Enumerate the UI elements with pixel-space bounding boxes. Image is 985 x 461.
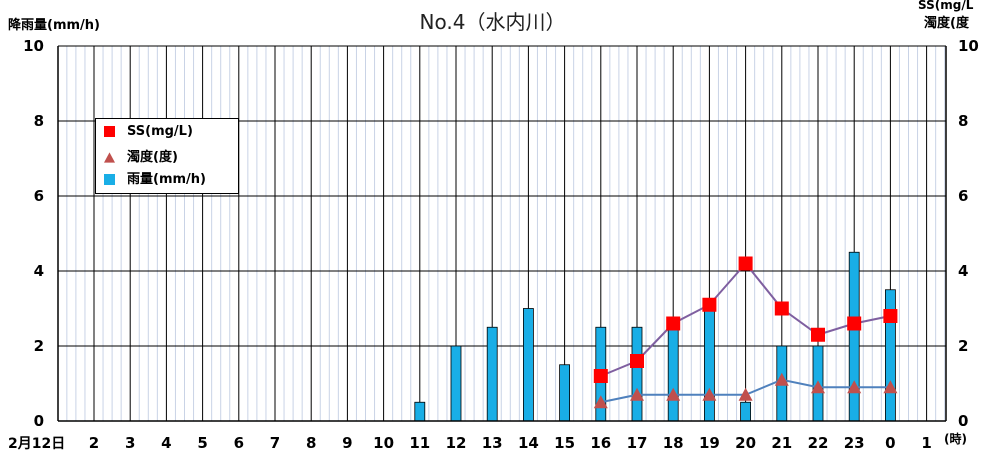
y-left-tick-label: 6 [34,187,44,205]
date-label: 2月12日 [8,436,66,452]
rain-bar [450,345,462,422]
legend-item-turbidity: 濁度(度) [104,146,178,165]
legend-item-ss: SS(mg/L) [104,124,193,139]
x-tick-label: 18 [663,434,684,452]
x-tick-label: 17 [627,434,648,452]
y-right-tick-label: 2 [958,337,968,355]
ss-point [774,301,789,316]
x-tick-label: 16 [590,434,611,452]
ss-point [883,309,898,323]
x-tick-label: 9 [342,434,352,452]
turbidity-point [883,380,898,394]
rain-bar [704,304,715,422]
x-tick-label: 13 [482,434,503,452]
tick-labels: 0 02 24 46 68 810 102 3 4 5 6 7 8 9 10 11 12 13 14 15 16 17 18… [23,37,979,452]
x-unit-label: (時) [944,432,967,446]
legend: SS(mg/L) 濁度(度) 雨量(mm/h) [95,118,239,194]
y-right-tick-label: 8 [958,112,968,130]
rain-bar [559,364,570,422]
x-tick-label: 19 [699,434,720,452]
y-right-tick-label: 4 [958,262,968,280]
x-tick-label: 12 [446,434,467,452]
red-square-icon [104,126,115,137]
turbidity-point [811,380,825,394]
x-tick-label: 6 [234,434,244,452]
x-tick-label: 7 [270,434,280,452]
legend-label-turbidity: 濁度(度) [127,150,178,165]
x-tick-label: 11 [409,434,430,452]
turbidity-point [666,387,681,401]
y-left-tick-label: 2 [34,337,44,355]
ss-point [702,297,717,312]
legend-label-rain: 雨量(mm/h) [127,172,206,187]
rain-bar [631,326,643,422]
x-tick-label: 1 [921,434,931,452]
x-tick-label: 23 [844,434,865,452]
x-tick-label: 8 [306,434,316,452]
ss-point [847,316,862,331]
ss-point [666,316,681,331]
x-tick-label: 10 [373,434,394,452]
x-tick-label: 5 [197,434,207,452]
y-right-axis-label-line2: 濁度(度 [924,16,969,31]
chart-title: No.4（水内川） [419,10,566,34]
y-right-tick-label: 10 [958,37,979,55]
lines [593,256,898,409]
y-left-axis-label: 降雨量(mm/h) [8,18,100,33]
rain-bar [523,308,534,422]
y-left-tick-label: 8 [34,112,44,130]
x-tick-label: 14 [518,434,539,452]
turbidity-point [847,380,862,394]
turbidity-point [630,387,644,401]
x-tick-label: 22 [808,434,829,452]
ss-point [811,327,825,342]
x-tick-label: 4 [161,434,171,452]
legend-item-rain: 雨量(mm/h) [104,168,206,187]
x-tick-label: 2 [89,434,99,452]
turbidity-point [593,395,608,409]
x-tick-label: 21 [771,434,792,452]
blue-square-icon [104,174,115,185]
rain-bar [414,401,426,422]
rain-bar [667,323,679,422]
turbidity-point [738,387,753,401]
ss-point [593,369,608,383]
y-left-tick-label: 0 [34,412,44,430]
y-right-tick-label: 6 [958,187,968,205]
y-left-tick-label: 10 [23,37,44,55]
rain-bar [486,326,498,422]
x-tick-label: 0 [885,434,895,452]
y-left-tick-label: 4 [34,262,44,280]
axes [57,45,947,422]
x-tick-label: 3 [125,434,135,452]
turbidity-point [702,387,717,401]
turbidity-point [774,372,789,386]
triangle-icon [104,152,115,163]
x-tick-label: 15 [554,434,575,452]
rain-bar [740,401,751,422]
y-right-axis-label-line1: SS(mg/L [918,0,974,12]
x-tick-label: 20 [735,434,756,452]
y-right-tick-label: 0 [958,412,968,430]
ss-point [738,256,753,271]
rain-bar [848,251,860,422]
legend-label-ss: SS(mg/L) [127,124,193,139]
ss-point [630,354,644,368]
